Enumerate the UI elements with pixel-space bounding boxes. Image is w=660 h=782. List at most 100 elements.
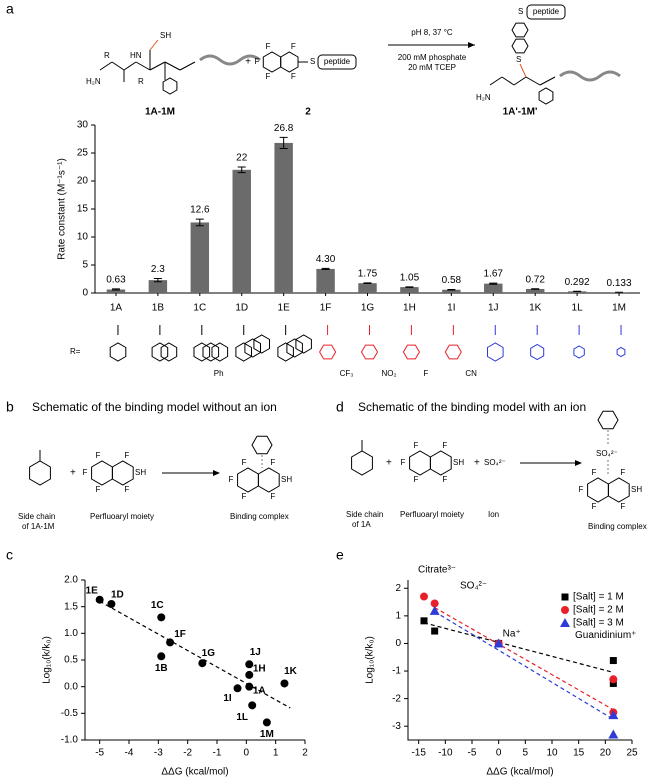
label: Side chain (346, 510, 383, 519)
legend-label: [Salt] = 3 M (573, 618, 624, 629)
x-tick-label: 1A (110, 303, 123, 314)
point-label: 1B (155, 663, 168, 674)
atom: F (270, 458, 275, 467)
bar (484, 283, 503, 293)
y-tick-label: 5 (82, 260, 88, 271)
ring (111, 460, 134, 486)
ring (402, 344, 420, 360)
substituent: Ph (214, 369, 224, 378)
y-tick-label: 2.0 (64, 575, 78, 586)
x-tick-label: -10 (438, 748, 453, 759)
bar (106, 289, 126, 293)
ring (262, 51, 282, 73)
ring (162, 77, 178, 95)
bar (442, 289, 461, 293)
bond (149, 61, 166, 71)
value-label: 2.3 (151, 264, 165, 275)
substituent: F (423, 369, 428, 378)
bond (164, 61, 181, 71)
y-tick-label: 0 (82, 288, 88, 299)
tag-box (317, 54, 357, 70)
atom: H₂N (86, 77, 101, 86)
atom: F (620, 468, 625, 477)
bond (135, 61, 151, 71)
point (233, 684, 242, 693)
r-label: R= (70, 347, 81, 356)
y-tick-label: 15 (77, 204, 89, 215)
atom: F (291, 72, 296, 81)
atom: F (414, 441, 419, 450)
point (166, 638, 175, 647)
atom: F (96, 485, 101, 494)
value-label: 22 (236, 153, 248, 164)
bond (123, 61, 137, 71)
panel-label: c (6, 547, 13, 563)
plus: + (245, 57, 251, 68)
tag: peptide (533, 7, 560, 16)
wave (199, 54, 261, 66)
point (429, 605, 440, 615)
atom: F (242, 492, 247, 501)
fit-line (434, 607, 614, 711)
bond (519, 63, 527, 78)
atom: F (592, 468, 597, 477)
atom: S (310, 57, 315, 66)
ring (616, 346, 626, 358)
atom: F (414, 475, 419, 484)
point (107, 600, 116, 608)
bond (501, 76, 515, 86)
ring (286, 338, 303, 358)
fit-line (99, 600, 291, 709)
x-tick-label: 1 (273, 748, 279, 759)
point (420, 617, 428, 625)
error-bar (237, 166, 246, 174)
value-label: 0.72 (525, 274, 545, 285)
error-bar (111, 288, 120, 291)
bond (99, 61, 113, 71)
x-tick-label: 1C (193, 303, 206, 314)
point (157, 652, 166, 661)
atom: F (96, 451, 101, 460)
ring (573, 345, 585, 359)
ring (530, 343, 545, 361)
x-tick-label: 10 (546, 748, 558, 759)
error-bar (279, 136, 288, 150)
value-label: 0.292 (565, 277, 590, 288)
point-label: 1H (253, 664, 266, 675)
atom: H₂N (476, 93, 491, 102)
point (420, 592, 428, 601)
y-axis-label: Rate constant (M⁻¹s⁻¹) (57, 158, 68, 260)
substituent: CN (465, 369, 477, 378)
point-label: 1G (202, 648, 216, 659)
ring (280, 51, 299, 73)
bar (232, 169, 251, 293)
bar (567, 291, 587, 293)
atom: SH (631, 485, 642, 494)
panel-label: b (6, 399, 14, 415)
atom: S (518, 7, 523, 16)
y-tick-label: 30 (77, 120, 89, 131)
ring (193, 342, 211, 362)
x-tick-label: -2 (183, 748, 192, 759)
label: Ion (488, 510, 499, 519)
value-label: 4.30 (316, 254, 336, 265)
ring (587, 477, 609, 503)
value-label: 12.6 (190, 205, 210, 216)
plus: + (386, 458, 392, 469)
ring (319, 344, 337, 360)
atom: F (442, 441, 447, 450)
atom: HN (130, 51, 142, 60)
x-tick-label: -1 (213, 748, 222, 759)
wave (559, 70, 621, 82)
point (431, 627, 439, 635)
legend-marker (560, 618, 570, 627)
ring (211, 342, 229, 362)
point-label: 1D (111, 590, 124, 601)
legend-label: [Salt] = 2 M (573, 605, 624, 616)
x-tick-label: 25 (626, 748, 638, 759)
condition: 200 mM phosphate (398, 53, 467, 62)
atom: F (270, 492, 275, 501)
panel-label: e (336, 547, 344, 563)
bar (316, 268, 335, 293)
